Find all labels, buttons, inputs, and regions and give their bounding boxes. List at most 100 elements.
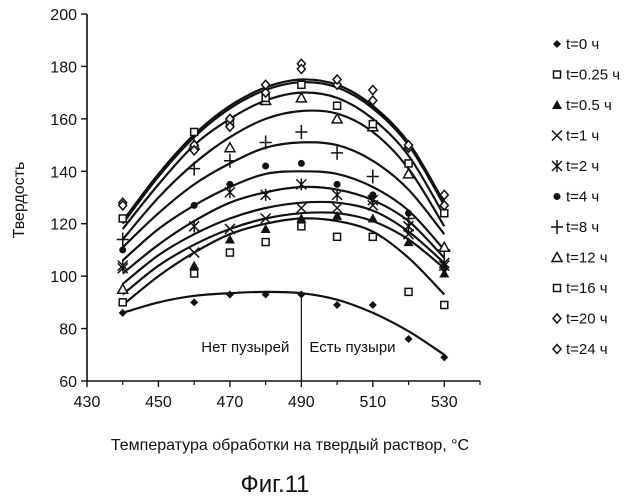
- legend-label: t=12 ч: [566, 250, 608, 267]
- marker-shape: [226, 249, 233, 256]
- y-tick-label: 200: [50, 7, 77, 24]
- marker-shape: [191, 270, 198, 277]
- data-point: [367, 170, 379, 184]
- marker-shape: [333, 301, 341, 309]
- legend-marker: [552, 160, 562, 172]
- marker-shape: [331, 146, 343, 160]
- marker-shape: [189, 220, 199, 232]
- marker-shape: [554, 71, 561, 78]
- legend-item: t=12 ч: [552, 250, 608, 267]
- data-point: [119, 246, 126, 253]
- data-point: [368, 213, 378, 222]
- marker-shape: [554, 285, 561, 292]
- legend: t=0 чt=0.25 чt=0.5 чt=1 чt=2 чt=4 чt=8 ч…: [551, 36, 620, 358]
- marker-shape: [334, 102, 341, 109]
- marker-shape: [191, 128, 198, 135]
- marker-shape: [261, 189, 271, 201]
- data-point: [405, 288, 412, 295]
- x-tick-label: 430: [74, 394, 101, 411]
- x-tick-label: 490: [288, 394, 315, 411]
- marker-shape: [225, 143, 235, 152]
- marker-shape: [553, 345, 561, 354]
- marker-shape: [334, 181, 341, 188]
- data-point: [369, 301, 377, 309]
- data-point: [296, 203, 306, 213]
- legend-item: t=16 ч: [554, 280, 608, 297]
- marker-shape: [440, 353, 448, 361]
- legend-item: t=2 ч: [552, 158, 599, 175]
- data-point: [189, 220, 199, 232]
- data-point: [188, 162, 200, 176]
- marker-shape: [226, 290, 234, 298]
- marker-shape: [295, 125, 307, 139]
- data-point: [295, 125, 307, 139]
- marker-shape: [298, 223, 305, 230]
- legend-label: t=24 ч: [566, 341, 608, 358]
- data-point: [333, 301, 341, 309]
- marker-shape: [119, 299, 126, 306]
- data-point: [334, 181, 341, 188]
- marker-shape: [552, 131, 562, 141]
- y-tick-label: 180: [50, 59, 77, 76]
- y-tick-label: 80: [59, 322, 77, 339]
- data-point: [191, 202, 198, 209]
- legend-marker: [552, 253, 562, 262]
- legend-marker: [552, 131, 562, 141]
- region-label-left: Нет пузырей: [201, 339, 289, 356]
- data-point: [441, 301, 448, 308]
- marker-shape: [296, 203, 306, 213]
- data-point: [405, 160, 412, 167]
- marker-shape: [441, 265, 448, 272]
- legend-label: t=0.25 ч: [566, 67, 620, 84]
- marker-shape: [553, 40, 561, 48]
- legend-marker: [551, 220, 563, 234]
- marker-shape: [225, 224, 235, 234]
- data-point: [262, 239, 269, 246]
- data-point: [369, 121, 376, 128]
- legend-marker: [553, 345, 561, 354]
- legend-label: t=8 ч: [566, 219, 599, 236]
- data-point: [226, 249, 233, 256]
- data-point: [334, 233, 341, 240]
- legend-item: t=20 ч: [553, 311, 608, 328]
- marker-shape: [368, 213, 378, 222]
- marker-shape: [262, 239, 269, 246]
- marker-shape: [551, 220, 563, 234]
- legend-item: t=0 ч: [553, 36, 599, 53]
- marker-shape: [190, 298, 198, 306]
- data-point: [298, 160, 305, 167]
- legend-label: t=2 ч: [566, 158, 599, 175]
- marker-shape: [119, 246, 126, 253]
- data-point: [298, 223, 305, 230]
- x-tick-label: 530: [431, 394, 458, 411]
- marker-shape: [118, 284, 128, 293]
- legend-marker: [554, 193, 561, 200]
- data-point: [119, 309, 127, 317]
- marker-shape: [553, 314, 561, 323]
- figure-caption: Фиг.11: [240, 471, 309, 498]
- marker-shape: [552, 253, 562, 262]
- marker-shape: [369, 86, 377, 95]
- marker-shape: [119, 215, 126, 222]
- marker-shape: [191, 202, 198, 209]
- data-point: [119, 299, 126, 306]
- x-tick-label: 470: [217, 394, 244, 411]
- legend-label: t=0 ч: [566, 36, 599, 53]
- marker-shape: [189, 248, 199, 258]
- legend-item: t=4 ч: [554, 189, 600, 206]
- x-axis-title: Температура обработки на твердый раствор…: [111, 437, 469, 454]
- data-point: [261, 189, 271, 201]
- data-point: [440, 353, 448, 361]
- data-point: [190, 298, 198, 306]
- data-point: [298, 81, 305, 88]
- marker-shape: [298, 81, 305, 88]
- data-point: [191, 270, 198, 277]
- data-point: [262, 163, 269, 170]
- region-label-right: Есть пузыри: [309, 339, 395, 356]
- y-tick-label: 100: [50, 269, 77, 286]
- data-point: [441, 265, 448, 272]
- data-point: [334, 102, 341, 109]
- marker-shape: [369, 191, 376, 198]
- legend-item: t=24 ч: [553, 341, 608, 358]
